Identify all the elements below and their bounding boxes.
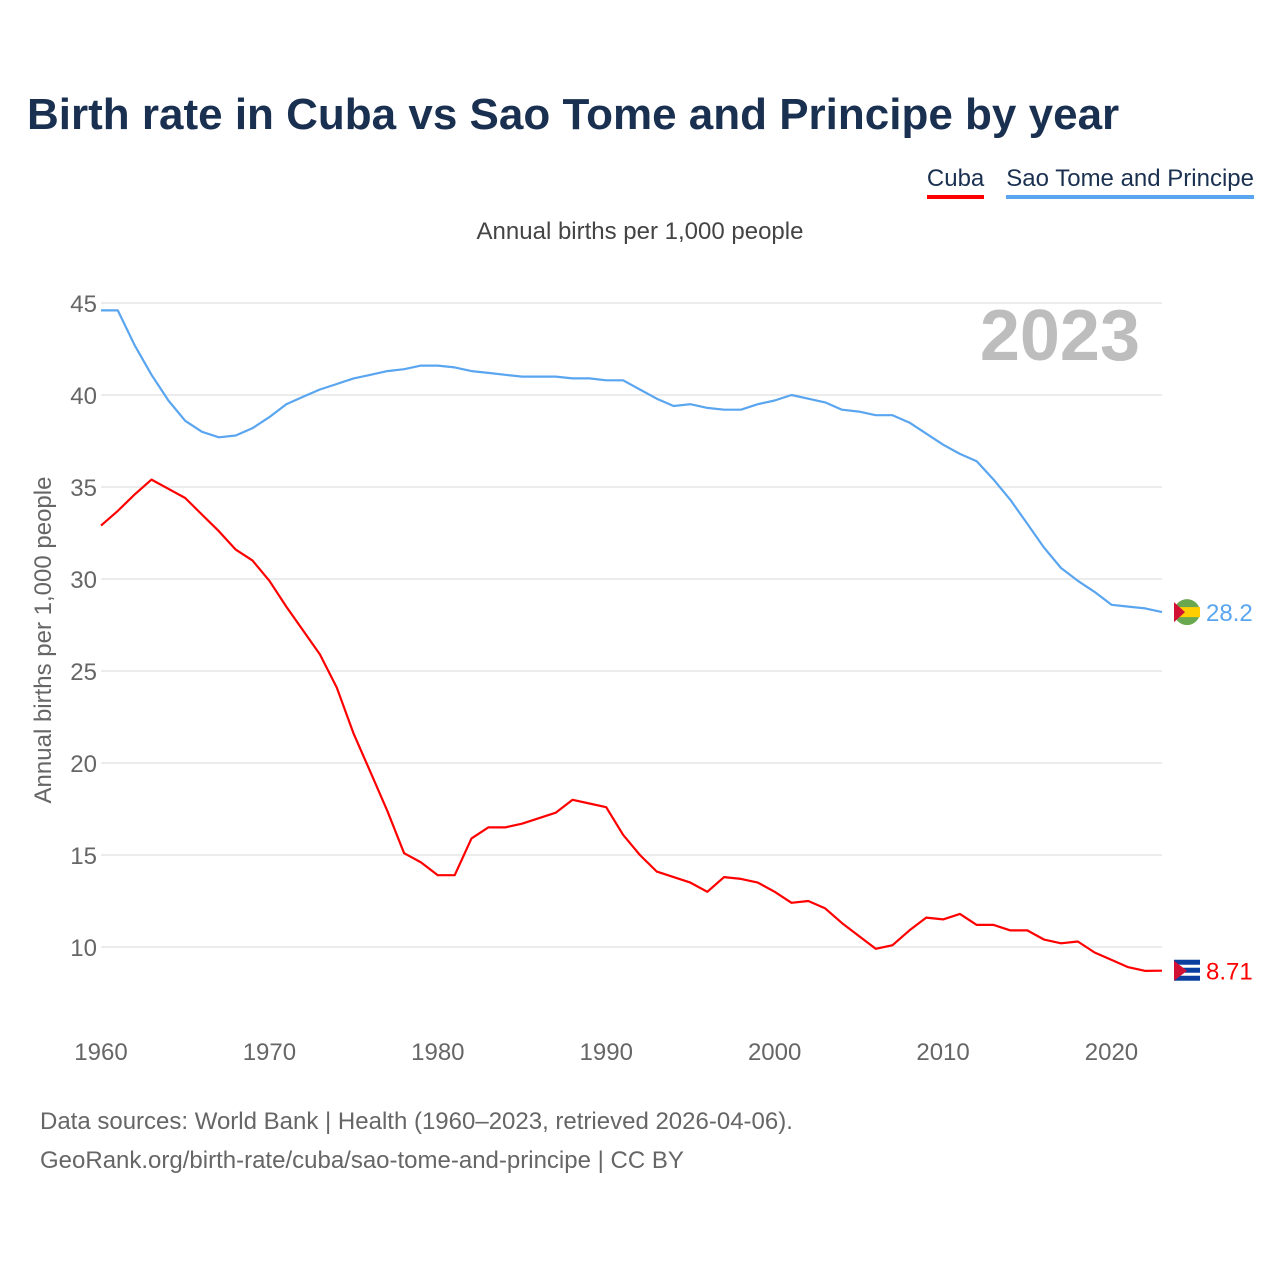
y-tick-label: 25 bbox=[70, 659, 97, 686]
y-tick-label: 30 bbox=[70, 567, 97, 594]
legend: Cuba Sao Tome and Principe bbox=[926, 165, 1254, 199]
footer-link[interactable]: GeoRank.org/birth-rate/cuba/sao-tome-and… bbox=[40, 1147, 684, 1174]
x-tick-label: 1960 bbox=[74, 1039, 127, 1066]
flag-stripe bbox=[1174, 975, 1200, 981]
y-tick-label: 35 bbox=[70, 475, 97, 502]
chart-subtitle: Annual births per 1,000 people bbox=[476, 218, 804, 245]
y-tick-label: 15 bbox=[70, 843, 97, 870]
x-tick-label: 2010 bbox=[916, 1039, 969, 1066]
footer-sources: Data sources: World Bank | Health (1960–… bbox=[40, 1108, 793, 1135]
x-tick-label: 2000 bbox=[748, 1039, 801, 1066]
chart-title: Birth rate in Cuba vs Sao Tome and Princ… bbox=[27, 90, 1120, 139]
flag-stripe bbox=[1174, 967, 1200, 973]
x-tick-label: 2020 bbox=[1085, 1039, 1138, 1066]
series-line-sao-tome bbox=[101, 309, 1163, 614]
x-tick-label: 1970 bbox=[243, 1039, 296, 1066]
legend-cuba[interactable]: Cuba bbox=[926, 165, 985, 199]
flag-triangle bbox=[1174, 960, 1187, 981]
flag-stripe bbox=[1174, 607, 1200, 618]
end-value-label: 8.71 bbox=[1206, 959, 1253, 986]
y-tick-label: 20 bbox=[70, 751, 97, 778]
flag-triangle bbox=[1174, 602, 1185, 623]
legend-sao-tome[interactable]: Sao Tome and Principe bbox=[1006, 165, 1254, 199]
flag-stripe bbox=[1174, 959, 1200, 965]
y-axis-label: Annual births per 1,000 people bbox=[30, 477, 57, 804]
y-tick-label: 45 bbox=[70, 291, 97, 318]
y-tick-label: 40 bbox=[70, 383, 97, 410]
series-line-cuba bbox=[100, 478, 1163, 973]
end-value-label: 28.2 bbox=[1206, 600, 1253, 627]
x-tick-label: 1990 bbox=[580, 1039, 633, 1066]
x-tick-label: 1980 bbox=[411, 1039, 464, 1066]
y-tick-label: 10 bbox=[70, 935, 97, 962]
year-label: 2023 bbox=[980, 296, 1140, 376]
